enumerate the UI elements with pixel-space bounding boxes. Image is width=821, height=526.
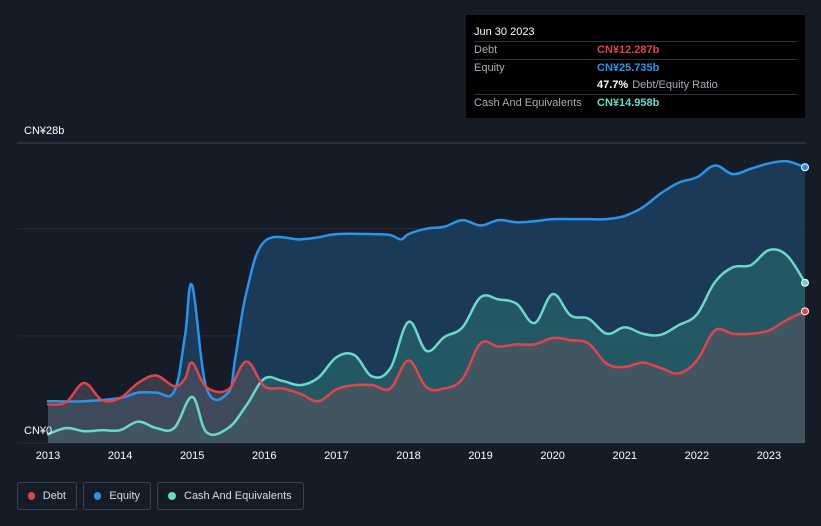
tooltip-debt-value: CN¥12.287b — [597, 44, 660, 56]
tooltip-equity-value: CN¥25.735b — [597, 62, 660, 74]
y-axis-top-label: CN¥28b — [24, 125, 65, 137]
legend-equity-dot — [94, 492, 102, 500]
debt-line — [46, 310, 807, 406]
tooltip-ratio-spacer — [474, 77, 597, 94]
tooltip-cash-label: Cash And Equivalents — [474, 97, 582, 109]
cash-end-marker — [801, 278, 809, 287]
equity-end-marker — [801, 163, 809, 172]
equity-line — [46, 159, 807, 403]
legend-equity[interactable]: Equity — [83, 482, 151, 510]
debt-end-marker — [801, 307, 809, 316]
tooltip-ratio-value: 47.7% — [597, 79, 629, 91]
tooltip-ratio-label: Debt/Equity Ratio — [632, 79, 718, 91]
end-markers — [801, 163, 809, 316]
series-areas — [48, 161, 805, 444]
x-tick-label: 2016 — [252, 450, 277, 462]
series-lines — [46, 159, 807, 436]
legend-debt[interactable]: Debt — [17, 482, 77, 510]
tooltip-panel: Jun 30 2023 Debt CN¥12.287b Equity CN¥25… — [466, 15, 805, 118]
x-tick-label: 2015 — [179, 450, 205, 462]
x-tick-label: 2020 — [540, 450, 565, 462]
tooltip-row-ratio: 47.7% Debt/Equity Ratio — [474, 77, 797, 94]
tooltip-row-equity: Equity CN¥25.735b — [474, 59, 797, 77]
x-tick-label: 2022 — [684, 450, 710, 462]
x-tick-label: 2018 — [396, 450, 421, 462]
cash-line — [46, 248, 807, 436]
tooltip-row-debt: Debt CN¥12.287b — [474, 41, 797, 59]
tooltip-date: Jun 30 2023 — [474, 26, 535, 38]
y-axis-bottom-label: CN¥0 — [24, 425, 53, 437]
x-tick-label: 2019 — [468, 450, 493, 462]
x-tick-label: 2021 — [612, 450, 637, 462]
x-tick-label: 2013 — [35, 450, 61, 462]
x-tick-label: 2023 — [756, 450, 782, 462]
legend-cash[interactable]: Cash And Equivalents — [157, 482, 304, 510]
legend-cash-dot — [168, 492, 176, 500]
tooltip-cash-value: CN¥14.958b — [597, 97, 660, 109]
legend-equity-label: Equity — [109, 490, 140, 502]
legend-debt-dot — [28, 492, 35, 500]
x-tick-label: 2014 — [107, 450, 133, 462]
legend-cash-label: Cash And Equivalents — [184, 490, 292, 502]
tooltip-row-cash: Cash And Equivalents CN¥14.958b — [474, 94, 797, 112]
tooltip-equity-label: Equity — [474, 62, 505, 74]
tooltip-debt-label: Debt — [474, 44, 498, 56]
debt-area — [48, 311, 805, 443]
x-tick-label: 2017 — [324, 450, 349, 462]
legend-debt-label: Debt — [42, 490, 66, 502]
